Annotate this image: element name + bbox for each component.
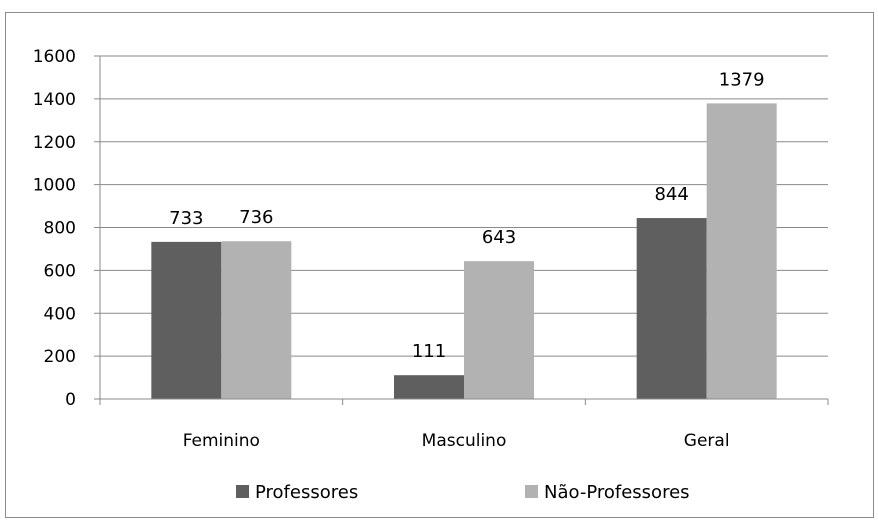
labels: 0 200 400 600 800 1000 1200 1400 1600 733 736 Femin… <box>33 47 765 451</box>
data-label: 1379 <box>719 69 765 90</box>
bar-feminino-professores <box>151 241 222 399</box>
bar-feminino-nao-professores <box>221 241 292 399</box>
data-label: 643 <box>482 227 516 248</box>
bars <box>151 103 777 399</box>
legend-swatch <box>236 485 249 498</box>
y-tick-label: 400 <box>44 304 76 324</box>
y-tick-label: 1200 <box>33 133 76 153</box>
bar-geral-nao-professores <box>706 103 777 399</box>
y-tick-label: 0 <box>65 390 76 410</box>
legend-label: Não-Professores <box>544 482 690 503</box>
axes <box>94 55 829 405</box>
y-tick-label: 600 <box>44 261 76 281</box>
y-tick-label: 200 <box>44 347 76 367</box>
legend-swatch <box>525 485 538 498</box>
bar-masculino-professores <box>394 375 464 399</box>
data-label: 844 <box>654 184 688 205</box>
y-tick-label: 1000 <box>33 176 76 196</box>
x-category-label: Feminino <box>183 431 260 451</box>
y-tick-label: 800 <box>44 219 76 239</box>
bar-geral-professores <box>636 218 707 399</box>
y-tick-label: 1400 <box>33 90 76 110</box>
legend-label: Professores <box>255 482 358 503</box>
data-label: 736 <box>239 207 273 228</box>
y-tick-label: 1600 <box>33 47 76 67</box>
data-label: 733 <box>169 208 203 229</box>
x-category-label: Masculino <box>422 431 507 451</box>
bar-masculino-nao-professores <box>464 261 534 399</box>
x-category-label: Geral <box>684 431 730 451</box>
data-label: 111 <box>412 341 446 362</box>
legend: Professores Não-Professores <box>236 482 690 503</box>
